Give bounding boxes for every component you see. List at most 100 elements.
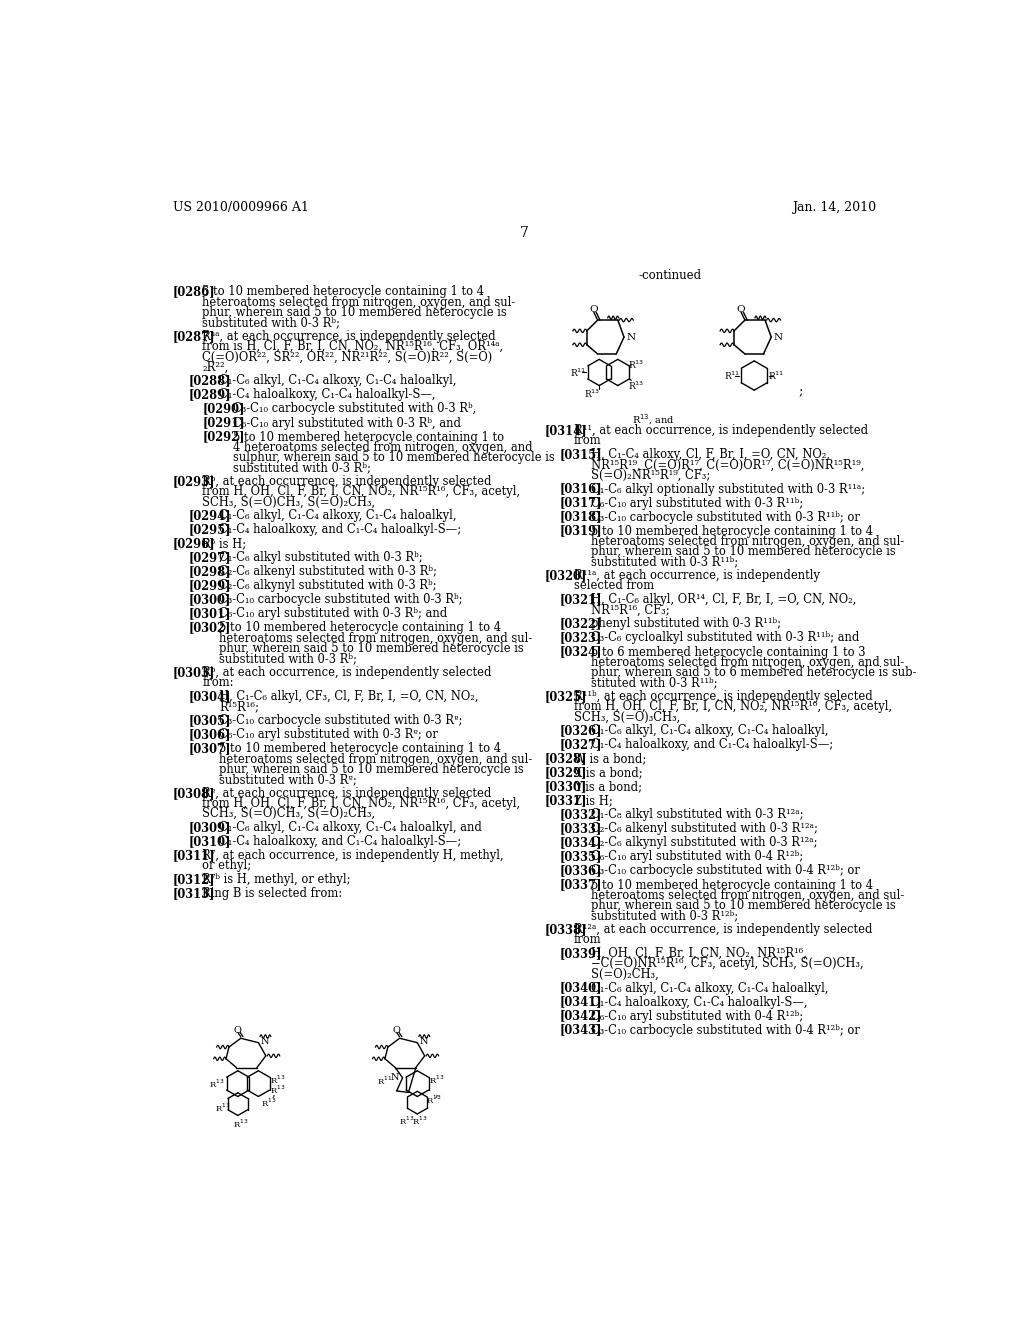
Text: H, OH, Cl, F, Br, I, CN, NO₂, NR¹⁵R¹⁶,: H, OH, Cl, F, Br, I, CN, NO₂, NR¹⁵R¹⁶, — [591, 948, 807, 960]
Text: [0335]: [0335] — [560, 850, 602, 863]
Text: from H, OH, Cl, F, Br, I, CN, NO₂, NR¹⁵R¹⁶, CF₃, acetyl,: from H, OH, Cl, F, Br, I, CN, NO₂, NR¹⁵R… — [203, 486, 520, 498]
Text: [0290]: [0290] — [203, 403, 245, 416]
Text: C₁-C₄ haloalkoxy, and C₁-C₄ haloalkyl-S—;: C₁-C₄ haloalkoxy, and C₁-C₄ haloalkyl-S—… — [219, 836, 462, 849]
Text: stituted with 0-3 R¹¹ᵇ;: stituted with 0-3 R¹¹ᵇ; — [591, 676, 717, 689]
Text: SCH₃, S(=O)₃CH₃,: SCH₃, S(=O)₃CH₃, — [573, 710, 680, 723]
Text: R$^{13}$: R$^{13}$ — [209, 1077, 225, 1090]
Text: R$^{13}$, and: R$^{13}$, and — [632, 412, 675, 426]
Text: ,: , — [434, 1086, 438, 1100]
Text: C₁-C₆ alkyl, C₁-C₄ alkoxy, C₁-C₄ haloalkyl,: C₁-C₆ alkyl, C₁-C₄ alkoxy, C₁-C₄ haloalk… — [219, 375, 457, 388]
Text: [0318]: [0318] — [560, 511, 602, 524]
Text: [0304]: [0304] — [188, 690, 231, 704]
Text: R$^{11}$: R$^{11}$ — [768, 370, 784, 381]
Text: [0320]: [0320] — [544, 569, 587, 582]
Text: R$^{13}$: R$^{13}$ — [426, 1094, 442, 1106]
Text: [0323]: [0323] — [560, 631, 602, 644]
Text: R$^{13}$: R$^{13}$ — [628, 379, 644, 392]
Text: phur, wherein said 5 to 10 membered heterocycle is: phur, wherein said 5 to 10 membered hete… — [591, 545, 895, 558]
Text: from:: from: — [203, 676, 233, 689]
Text: [0315]: [0315] — [560, 449, 602, 461]
Text: phur, wherein said 5 to 10 membered heterocycle is: phur, wherein said 5 to 10 membered hete… — [591, 899, 895, 912]
Text: [0291]: [0291] — [203, 417, 245, 429]
Text: C₆-C₁₀ aryl substituted with 0-4 R¹²ᵇ;: C₆-C₁₀ aryl substituted with 0-4 R¹²ᵇ; — [591, 1010, 803, 1023]
Text: R¹¹ᵇ, at each occurrence, is independently selected: R¹¹ᵇ, at each occurrence, is independent… — [573, 690, 872, 704]
Text: [0311]: [0311] — [173, 849, 216, 862]
Text: [0297]: [0297] — [188, 552, 231, 565]
Text: Rᵃᵃ, at each occurrence, is independently selected: Rᵃᵃ, at each occurrence, is independentl… — [203, 330, 496, 343]
Text: heteroatoms selected from nitrogen, oxygen, and sul-: heteroatoms selected from nitrogen, oxyg… — [591, 535, 904, 548]
Text: phur, wherein said 5 to 10 membered heterocycle is: phur, wherein said 5 to 10 membered hete… — [203, 306, 507, 318]
Text: C₂-C₆ alkenyl substituted with 0-3 Rᵇ;: C₂-C₆ alkenyl substituted with 0-3 Rᵇ; — [219, 565, 437, 578]
Text: R$^{13}$: R$^{13}$ — [232, 1117, 248, 1130]
Text: [0321]: [0321] — [560, 593, 602, 606]
Text: [0302]: [0302] — [188, 622, 230, 635]
Text: phur, wherein said 5 to 10 membered heterocycle is: phur, wherein said 5 to 10 membered hete… — [219, 642, 524, 655]
Text: Jan. 14, 2010: Jan. 14, 2010 — [793, 201, 877, 214]
Text: C₃-C₁₀ carbocycle substituted with 0-3 Rᵄ;: C₃-C₁₀ carbocycle substituted with 0-3 R… — [219, 714, 463, 727]
Text: C₆-C₁₀ aryl substituted with 0-3 Rᵄ; or: C₆-C₁₀ aryl substituted with 0-3 Rᵄ; or — [219, 729, 438, 742]
Text: [0314]: [0314] — [544, 424, 587, 437]
Text: ,: , — [271, 1086, 275, 1100]
Text: [0316]: [0316] — [560, 483, 602, 495]
Text: C₁-C₆ alkyl, C₁-C₄ alkoxy, C₁-C₄ haloalkyl,: C₁-C₆ alkyl, C₁-C₄ alkoxy, C₁-C₄ haloalk… — [591, 982, 828, 994]
Text: C₁-C₄ haloalkoxy, C₁-C₄ haloalkyl-S—,: C₁-C₄ haloalkoxy, C₁-C₄ haloalkyl-S—, — [591, 995, 807, 1008]
Text: C₁-C₈ alkyl substituted with 0-3 R¹²ᵃ;: C₁-C₈ alkyl substituted with 0-3 R¹²ᵃ; — [591, 808, 803, 821]
Text: [0295]: [0295] — [188, 523, 231, 536]
Text: [0322]: [0322] — [560, 618, 602, 631]
Text: O: O — [233, 1026, 242, 1035]
Text: 5 to 10 membered heterocycle containing 1 to 4: 5 to 10 membered heterocycle containing … — [219, 622, 502, 635]
Text: NR¹⁵R¹⁶, CF₃;: NR¹⁵R¹⁶, CF₃; — [591, 603, 670, 616]
Text: heteroatoms selected from nitrogen, oxygen, and sul-: heteroatoms selected from nitrogen, oxyg… — [203, 296, 516, 309]
Text: W is a bond;: W is a bond; — [573, 752, 646, 766]
Text: C₁-C₆ alkyl optionally substituted with 0-3 R¹¹ᵃ;: C₁-C₆ alkyl optionally substituted with … — [591, 483, 865, 495]
Text: S(=O)₂CH₃,: S(=O)₂CH₃, — [591, 968, 658, 981]
Text: from: from — [573, 933, 601, 946]
Text: −C(=O)NR¹⁵R¹⁶, CF₃, acetyl, SCH₃, S(=O)CH₃,: −C(=O)NR¹⁵R¹⁶, CF₃, acetyl, SCH₃, S(=O)C… — [591, 957, 863, 970]
Text: [0296]: [0296] — [173, 537, 216, 550]
Text: [0326]: [0326] — [560, 725, 602, 738]
Text: 5 to 10 membered heterocycle containing 1 to 4: 5 to 10 membered heterocycle containing … — [591, 879, 872, 891]
Text: [0288]: [0288] — [188, 375, 231, 388]
Text: [0343]: [0343] — [560, 1023, 602, 1036]
Text: [0308]: [0308] — [173, 787, 215, 800]
Text: heteroatoms selected from nitrogen, oxygen, and sul-: heteroatoms selected from nitrogen, oxyg… — [591, 888, 904, 902]
Text: N: N — [773, 333, 782, 342]
Text: [0305]: [0305] — [188, 714, 231, 727]
Text: sulphur, wherein said 5 to 10 membered heterocycle is: sulphur, wherein said 5 to 10 membered h… — [233, 451, 555, 463]
Text: H, C₁-C₆ alkyl, CF₃, Cl, F, Br, I, =O, CN, NO₂,: H, C₁-C₆ alkyl, CF₃, Cl, F, Br, I, =O, C… — [219, 690, 479, 704]
Text: Y is a bond;: Y is a bond; — [573, 780, 642, 793]
Text: or ethyl;: or ethyl; — [203, 859, 252, 873]
Text: [0332]: [0332] — [560, 808, 602, 821]
Text: SCH₃, S(=O)CH₃, S(=O)₂CH₃,: SCH₃, S(=O)CH₃, S(=O)₂CH₃, — [203, 808, 376, 820]
Text: R⁵ is H;: R⁵ is H; — [203, 537, 247, 550]
Text: [0334]: [0334] — [560, 837, 602, 850]
Text: [0319]: [0319] — [560, 524, 602, 537]
Text: Rᵇ, at each occurrence, is independently selected: Rᵇ, at each occurrence, is independently… — [203, 667, 492, 678]
Text: C₁-C₆ alkyl, C₁-C₄ alkoxy, C₁-C₄ haloalkyl,: C₁-C₆ alkyl, C₁-C₄ alkoxy, C₁-C₄ haloalk… — [591, 725, 828, 738]
Text: R⁷, at each occurrence, is independently H, methyl,: R⁷, at each occurrence, is independently… — [203, 849, 504, 862]
Text: [0289]: [0289] — [188, 388, 231, 401]
Text: R$^{13}$: R$^{13}$ — [429, 1073, 444, 1086]
Text: 5 to 10 membered heterocycle containing 1 to: 5 to 10 membered heterocycle containing … — [233, 430, 505, 444]
Text: R$^{13}$: R$^{13}$ — [413, 1114, 428, 1127]
Text: substituted with 0-3 Rᵇ;: substituted with 0-3 Rᵇ; — [233, 461, 372, 474]
Text: O: O — [590, 305, 598, 314]
Text: substituted with 0-3 Rᵄ;: substituted with 0-3 Rᵄ; — [219, 774, 357, 785]
Text: O: O — [393, 1026, 400, 1035]
Text: N: N — [627, 333, 636, 342]
Text: [0307]: [0307] — [188, 742, 231, 755]
Text: [0298]: [0298] — [188, 565, 231, 578]
Text: R⁷ᵇ is H, methyl, or ethyl;: R⁷ᵇ is H, methyl, or ethyl; — [203, 874, 351, 887]
Text: C₃-C₁₀ carbocycle substituted with 0-4 R¹²ᵇ; or: C₃-C₁₀ carbocycle substituted with 0-4 R… — [591, 1023, 859, 1036]
Text: R$^{11}$: R$^{11}$ — [724, 370, 740, 381]
Text: R¹⁵R¹⁶;: R¹⁵R¹⁶; — [219, 701, 259, 713]
Text: C₆-C₁₀ aryl substituted with 0-3 R¹¹ᵇ;: C₆-C₁₀ aryl substituted with 0-3 R¹¹ᵇ; — [591, 496, 803, 510]
Text: C₁-C₆ alkyl, C₁-C₄ alkoxy, C₁-C₄ haloalkyl,: C₁-C₆ alkyl, C₁-C₄ alkoxy, C₁-C₄ haloalk… — [219, 510, 457, 523]
Text: 5 to 10 membered heterocycle containing 1 to 4: 5 to 10 membered heterocycle containing … — [203, 285, 484, 298]
Text: ₂R²²,: ₂R²², — [203, 360, 228, 374]
Text: [0301]: [0301] — [188, 607, 231, 620]
Text: [0293]: [0293] — [173, 475, 215, 488]
Text: C₁-C₄ haloalkoxy, and C₁-C₄ haloalkyl-S—;: C₁-C₄ haloalkoxy, and C₁-C₄ haloalkyl-S—… — [219, 523, 462, 536]
Text: Z is H;: Z is H; — [573, 795, 612, 808]
Text: from H, OH, Cl, F, Br, I, CN, NO₂, NR¹⁵R¹⁶, CF₃, acetyl,: from H, OH, Cl, F, Br, I, CN, NO₂, NR¹⁵R… — [573, 700, 892, 713]
